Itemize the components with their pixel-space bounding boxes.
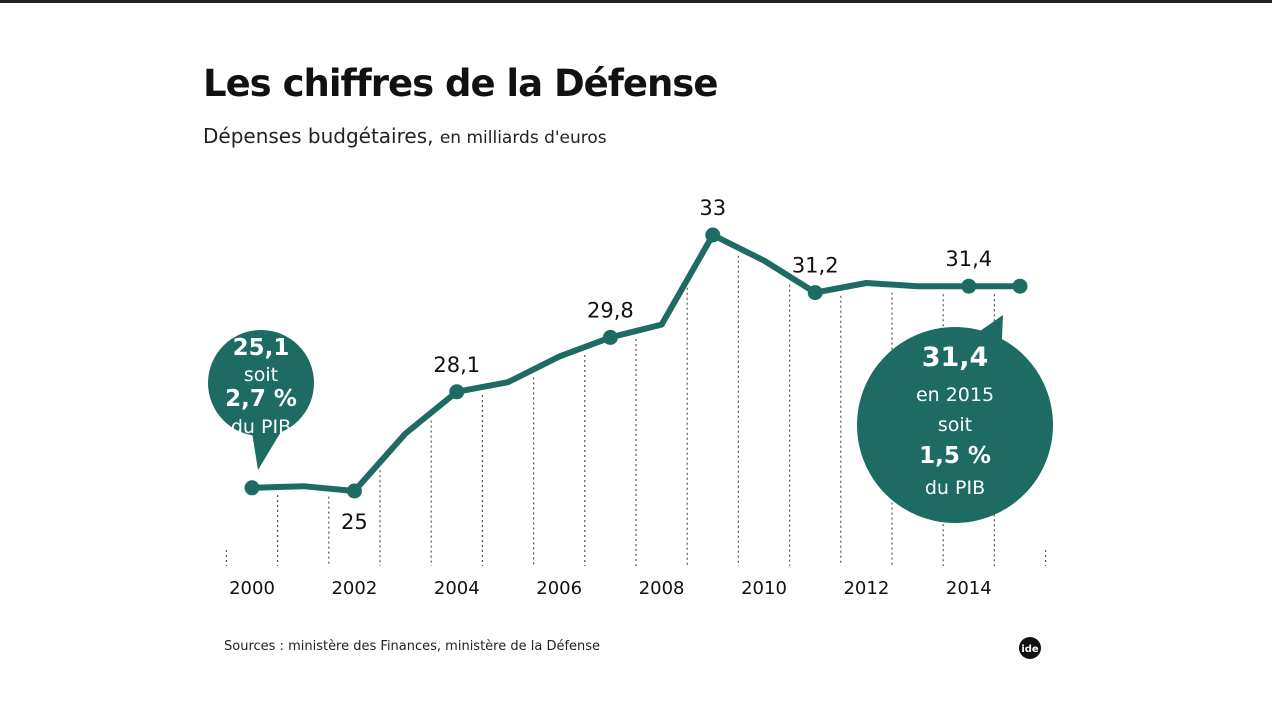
source-note: Sources : ministère des Finances, minist… — [224, 639, 601, 654]
logo-text: ide — [1021, 644, 1039, 655]
x-tick-label: 2002 — [331, 578, 377, 599]
x-tick-label: 2014 — [946, 578, 992, 599]
data-label: 25 — [341, 510, 368, 534]
x-tick-label: 2010 — [741, 578, 787, 599]
data-point — [244, 480, 260, 496]
annotation-text: 31,4 — [922, 342, 989, 373]
data-label: 29,8 — [587, 298, 634, 322]
series-line — [251, 232, 1020, 494]
data-point — [807, 285, 823, 301]
subtitle-unit: en milliards d'euros — [439, 128, 607, 148]
data-label: 31,2 — [792, 254, 839, 278]
annotation-text: en 2015 — [916, 384, 994, 406]
data-label: 33 — [699, 196, 726, 220]
annotation-bubble — [208, 330, 314, 436]
subtitle-main: Dépenses budgétaires, — [203, 124, 434, 148]
annotation-text: soit — [244, 364, 278, 386]
annotation-text: 2,7 % — [225, 386, 297, 412]
data-point — [961, 278, 977, 294]
data-point — [1012, 278, 1028, 294]
annotation-text: soit — [938, 414, 972, 436]
x-tick-label: 2006 — [536, 578, 582, 599]
annotation-bubble — [857, 327, 1053, 523]
data-point — [346, 483, 362, 499]
annotation-text: 1,5 % — [919, 443, 991, 469]
annotation-text: 25,1 — [233, 335, 290, 361]
data-point — [449, 384, 465, 400]
x-tick-label: 2000 — [229, 578, 275, 599]
logo-badge — [1019, 637, 1041, 659]
chart-title: Les chiffres de la Défense — [203, 62, 718, 105]
annotation-text: du PIB — [925, 477, 985, 499]
annotation-text: du PIB — [231, 416, 291, 438]
x-tick-label: 2004 — [434, 578, 480, 599]
data-label: 28,1 — [433, 353, 480, 377]
top-border — [0, 0, 1272, 3]
chart-subtitle: Dépenses budgétaires, en milliards d'eur… — [203, 124, 607, 148]
x-tick-label: 2012 — [843, 578, 889, 599]
data-point — [602, 329, 618, 345]
data-label: 31,4 — [945, 247, 992, 271]
data-point — [705, 227, 721, 243]
x-tick-label: 2008 — [639, 578, 685, 599]
